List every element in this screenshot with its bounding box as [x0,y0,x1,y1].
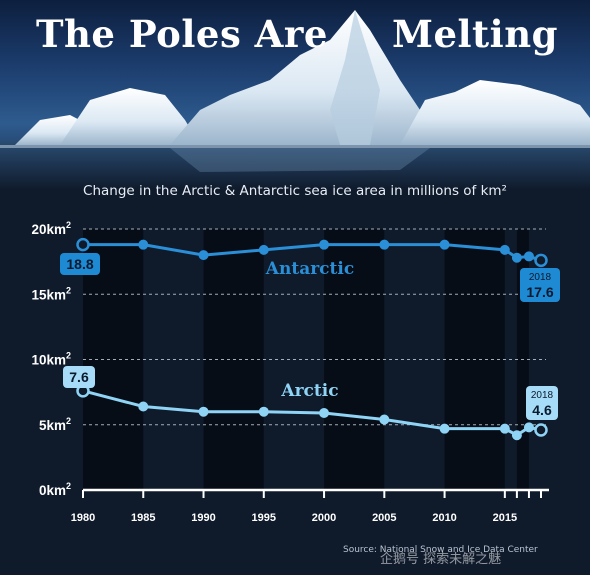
series-label-arctic: Arctic [280,381,338,401]
data-point [439,423,450,434]
data-point [319,408,330,419]
endpoint-marker [76,237,90,252]
iceberg-illustration [0,10,590,190]
data-point [138,239,149,250]
callout-antarctic-1980: 18.8 [60,253,100,275]
data-point [258,406,269,417]
hero-banner: The Poles Are Melting [0,0,590,190]
series-label-antarctic: Antarctic [265,259,354,279]
callout-year: 2018 [531,390,554,401]
data-point [523,251,534,262]
y-tick-label: 20km2 [31,220,71,237]
x-tick-label: 1995 [252,512,276,524]
endpoint-marker [534,423,548,437]
data-point [499,423,510,434]
title-right: Melting [392,12,558,56]
callout-value: 17.6 [526,284,553,300]
x-tick-label: 2000 [312,512,336,524]
callout-box [60,253,100,275]
data-point [198,406,209,417]
data-point [379,239,390,250]
callout-value: 7.6 [69,369,89,385]
x-tick-label: 2015 [493,512,517,524]
callout-arctic-1980: 7.6 [63,366,95,388]
endpoint-marker [534,253,548,268]
y-tick-label: 0km2 [39,481,71,498]
x-tick-label: 1980 [71,512,95,524]
data-point [499,244,510,255]
y-tick-label: 15km2 [31,285,71,302]
data-point [198,250,209,261]
y-tick-label: 10km2 [31,351,71,368]
callout-box [63,366,95,388]
chart-subtitle: Change in the Arctic & Antarctic sea ice… [83,183,507,199]
source-note: Source: National Snow and Ice Data Cente… [343,545,538,555]
callout-value: 18.8 [66,256,93,272]
x-tick-label: 2010 [432,512,456,524]
x-tick-label: 1990 [191,512,215,524]
data-point [523,422,534,433]
data-point [138,401,149,412]
data-point [439,239,450,250]
callout-box [520,268,560,302]
data-point [511,252,522,263]
data-point [379,414,390,425]
data-point [258,244,269,255]
title-left: The Poles Are [36,12,328,56]
x-tick-label: 2005 [372,512,396,524]
y-tick-label: 5km2 [39,416,71,433]
callout-value: 4.6 [532,402,552,418]
callout-box [526,386,558,420]
callout-year: 2018 [529,272,552,283]
data-point [511,430,522,441]
data-point [319,239,330,250]
x-tick-label: 1985 [131,512,155,524]
watermark: 企鹅号 探索未解之魅 [380,552,502,567]
